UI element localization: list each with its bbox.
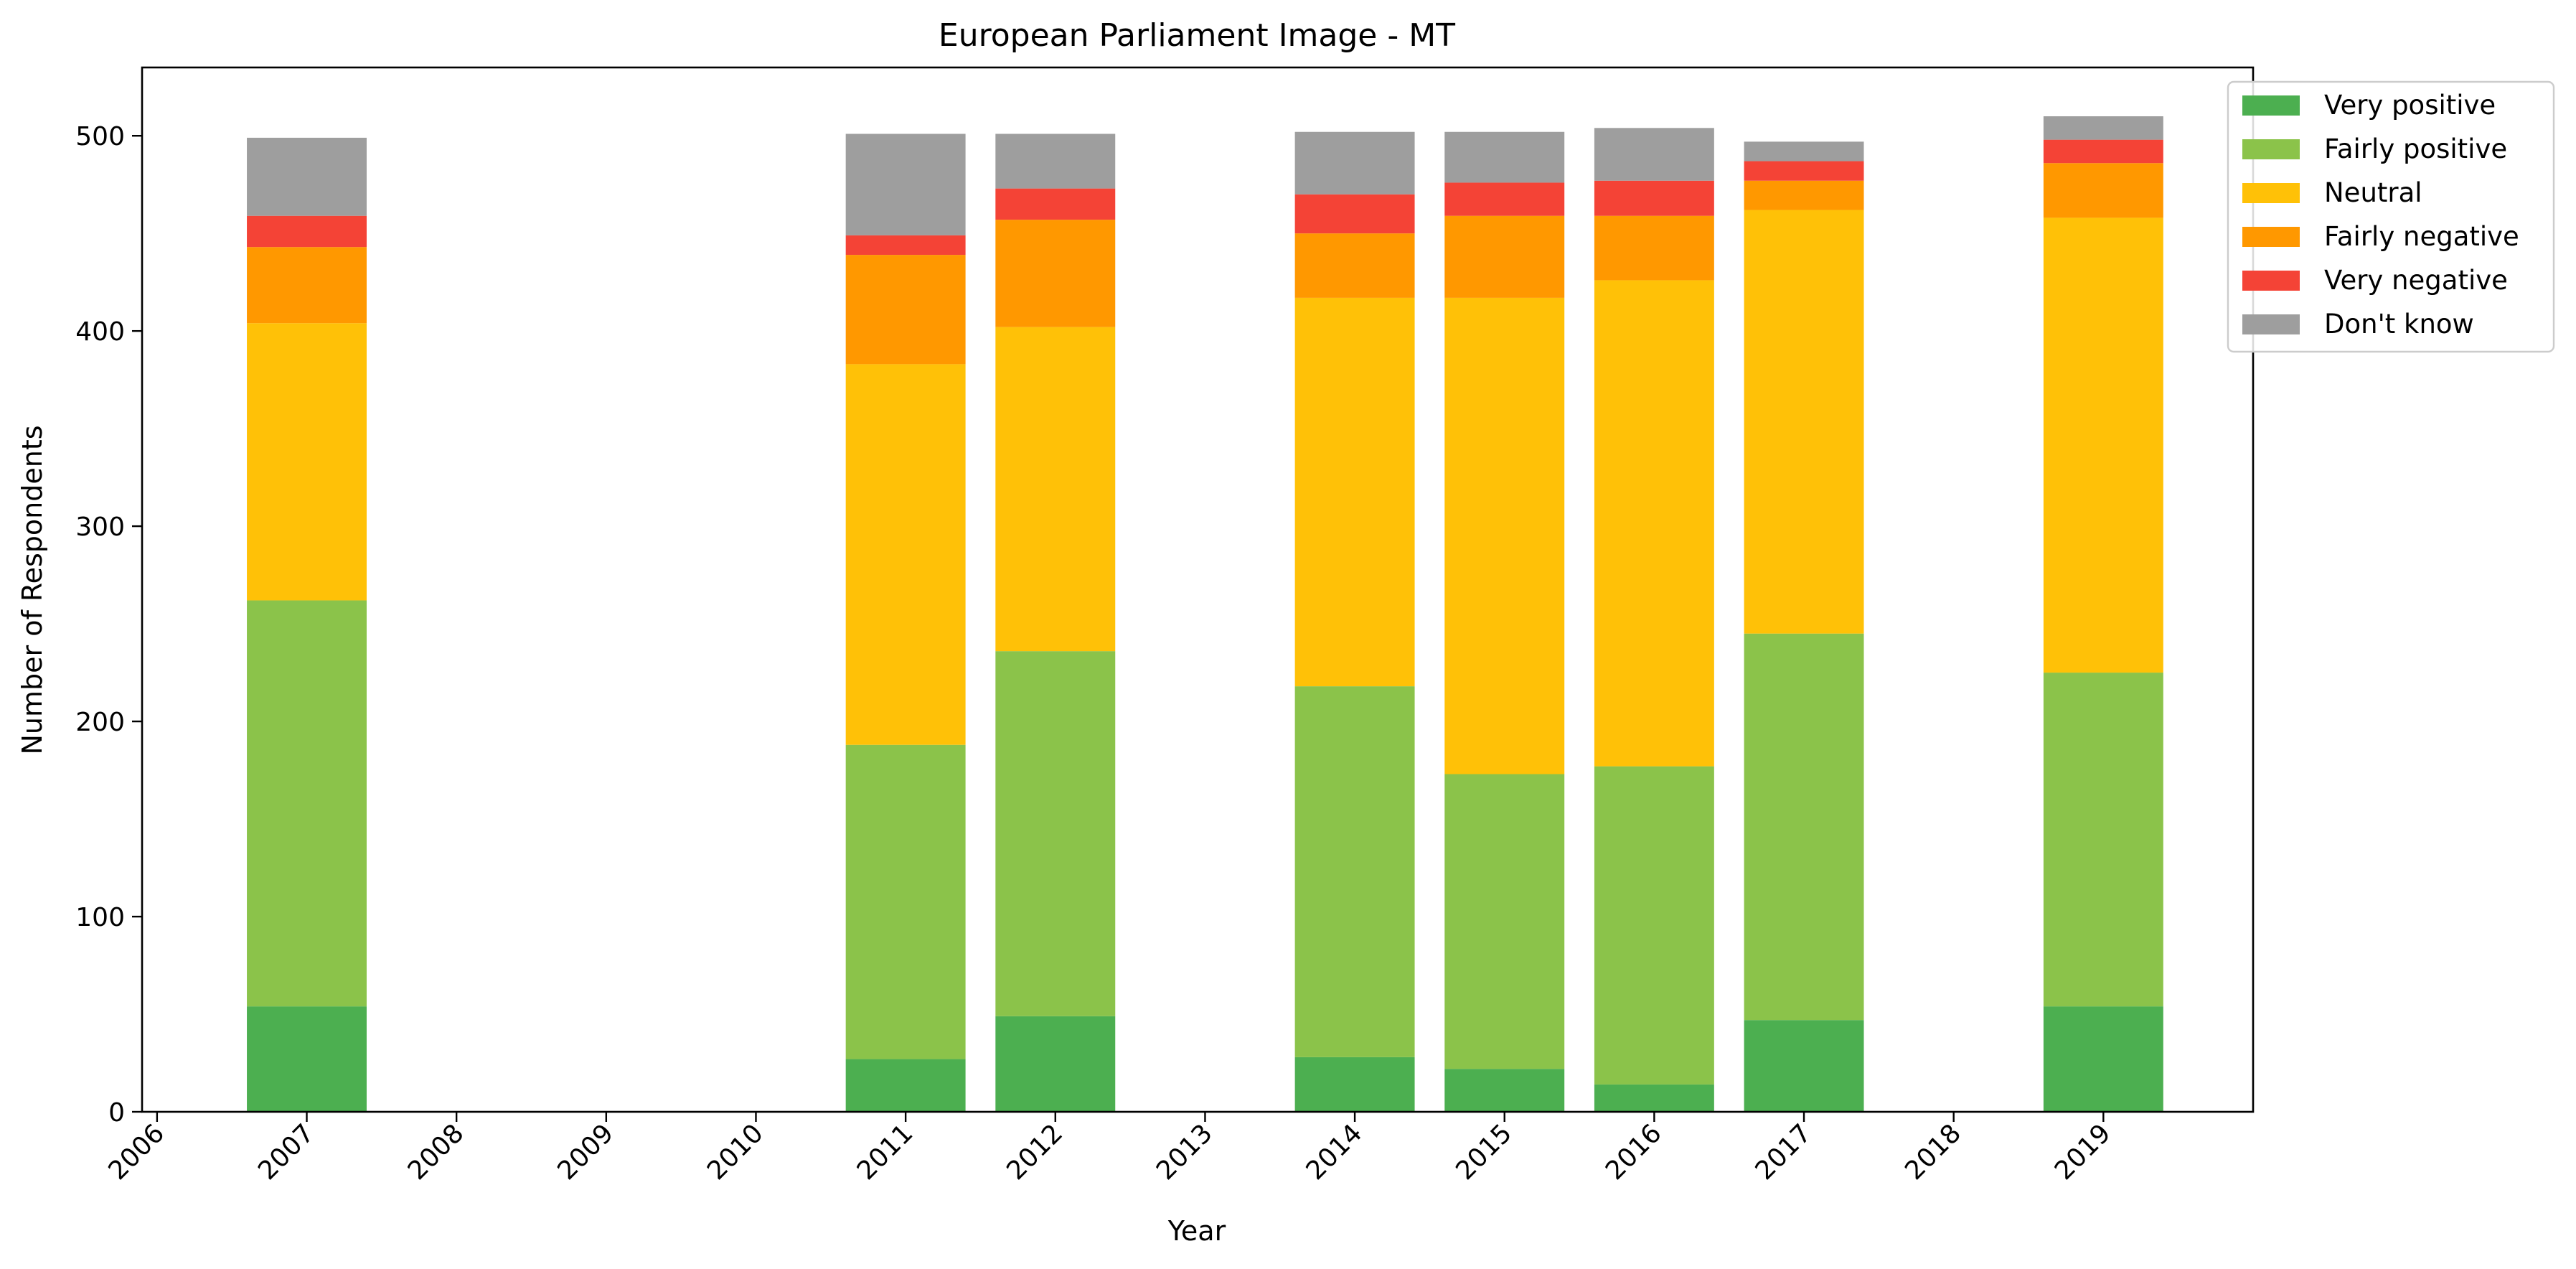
bars-layer [247, 116, 2163, 1112]
bar-2012-series-3 [995, 220, 1116, 327]
bar-2012-series-4 [995, 188, 1116, 220]
x-tick-label: 2015 [1450, 1118, 1518, 1186]
x-tick-label: 2009 [552, 1118, 619, 1186]
bar-2011-series-5 [845, 134, 966, 235]
legend-label: Very positive [2324, 90, 2496, 121]
legend-swatch [2242, 314, 2300, 334]
y-tick-label: 200 [75, 708, 125, 737]
plot-frame [141, 66, 2255, 1113]
bar-2017-series-5 [1744, 141, 1864, 161]
legend-swatch [2242, 95, 2300, 116]
x-axis: 2006 2007 2008 2009 2010 2011 2012 2013 2014 2015… [103, 1112, 2117, 1186]
y-tick-label: 0 [108, 1098, 125, 1128]
bar-2016-series-5 [1594, 128, 1714, 181]
bar-2011-series-0 [845, 1059, 966, 1112]
legend-swatch [2242, 271, 2300, 291]
bar-2007-series-1 [247, 600, 367, 1007]
bar-2016-series-0 [1594, 1084, 1714, 1112]
bar-2019-series-0 [2043, 1006, 2163, 1112]
bar-2014-series-2 [1294, 297, 1415, 687]
legend-label: Fairly negative [2324, 221, 2519, 252]
bar-2015-series-1 [1444, 774, 1565, 1069]
bar-2017-series-4 [1744, 161, 1864, 181]
bar-2012-series-5 [995, 134, 1116, 189]
legend-swatch [2242, 227, 2300, 247]
bar-2017-series-2 [1744, 210, 1864, 634]
bar-2019-series-4 [2043, 139, 2163, 164]
bar-2007-series-2 [247, 323, 367, 601]
legend-label: Don't know [2324, 309, 2474, 340]
x-tick-label: 2012 [1001, 1118, 1068, 1186]
x-tick-label: 2007 [253, 1118, 320, 1186]
bar-2011-series-1 [845, 744, 966, 1059]
y-tick-label: 400 [75, 317, 125, 347]
bar-2016-series-1 [1594, 766, 1714, 1085]
y-axis: 0 100 200 300 400 500 [75, 122, 142, 1128]
chart-title: European Parliament Image - MT [939, 17, 1455, 54]
legend-swatch [2242, 139, 2300, 159]
bar-2016-series-3 [1594, 215, 1714, 281]
bar-2015-series-3 [1444, 215, 1565, 298]
bar-2012-series-0 [995, 1016, 1116, 1112]
bar-2016-series-2 [1594, 280, 1714, 767]
bar-2017-series-1 [1744, 633, 1864, 1021]
bar-2007-series-3 [247, 247, 367, 324]
x-tick-label: 2011 [852, 1118, 919, 1186]
bar-2017-series-0 [1744, 1020, 1864, 1112]
x-tick-label: 2013 [1151, 1118, 1218, 1186]
bar-2011-series-2 [845, 364, 966, 745]
bar-2017-series-3 [1744, 180, 1864, 210]
bar-2015-series-4 [1444, 182, 1565, 216]
bar-2014-series-1 [1294, 686, 1415, 1057]
bar-2012-series-2 [995, 327, 1116, 652]
bar-2015-series-2 [1444, 297, 1565, 774]
bar-2019-series-2 [2043, 217, 2163, 673]
bar-2012-series-1 [995, 651, 1116, 1016]
y-tick-label: 300 [75, 512, 125, 542]
legend-swatch [2242, 183, 2300, 203]
bar-2014-series-0 [1294, 1057, 1415, 1112]
bar-2014-series-5 [1294, 131, 1415, 195]
bar-2019-series-1 [2043, 673, 2163, 1007]
bar-2019-series-5 [2043, 116, 2163, 140]
bar-2014-series-4 [1294, 194, 1415, 234]
x-axis-label: Year [1167, 1215, 1226, 1247]
legend-box [2227, 80, 2555, 353]
bar-2007-series-4 [247, 215, 367, 248]
bar-2014-series-3 [1294, 233, 1415, 298]
legend-label: Very negative [2324, 265, 2508, 296]
bar-2011-series-4 [845, 235, 966, 256]
bar-2016-series-4 [1594, 180, 1714, 216]
legend-label: Fairly positive [2324, 134, 2507, 164]
x-tick-label: 2008 [403, 1118, 470, 1186]
bar-2015-series-0 [1444, 1069, 1565, 1112]
bar-2011-series-3 [845, 255, 966, 365]
bar-2015-series-5 [1444, 131, 1565, 183]
y-tick-label: 500 [75, 122, 125, 151]
legend: Very positive Fairly positive Neutral Fairl… [2227, 80, 2555, 353]
bar-2007-series-5 [247, 137, 367, 216]
x-tick-label: 2019 [2049, 1118, 2117, 1186]
legend-label: Neutral [2324, 177, 2422, 208]
x-tick-label: 2017 [1750, 1118, 1818, 1186]
bar-2019-series-3 [2043, 163, 2163, 218]
x-tick-label: 2018 [1899, 1118, 1967, 1186]
x-tick-label: 2010 [702, 1118, 769, 1186]
bar-2007-series-0 [247, 1006, 367, 1112]
x-tick-label: 2016 [1600, 1118, 1668, 1186]
x-tick-label: 2014 [1301, 1118, 1368, 1186]
y-axis-label: Number of Respondents [17, 425, 48, 754]
x-tick-label: 2006 [103, 1118, 170, 1186]
y-tick-label: 100 [75, 903, 125, 932]
